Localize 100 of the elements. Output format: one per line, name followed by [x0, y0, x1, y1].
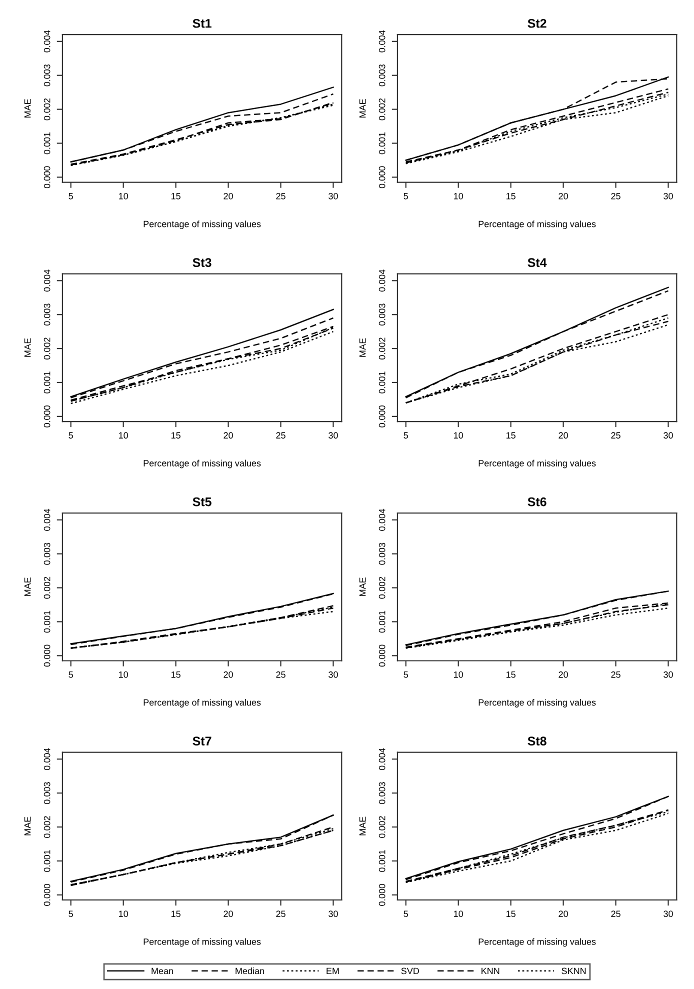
x-tick-label: 30	[664, 432, 673, 439]
legend-label: EM	[326, 968, 339, 974]
x-tick-label: 30	[664, 192, 673, 200]
x-tick-label: 20	[224, 192, 233, 200]
y-tick-label: 0.000	[378, 405, 386, 428]
x-tick-label: 5	[404, 672, 408, 678]
y-axis-title: MAE	[24, 578, 31, 596]
legend-label: Mean	[152, 968, 173, 974]
x-tick-label: 25	[276, 432, 286, 439]
x-tick-label: 10	[119, 671, 128, 678]
x-tick-label: 20	[558, 910, 568, 918]
x-axis-title: Percentage of missing values	[144, 938, 261, 947]
x-axis-title: Percentage of missing values	[478, 699, 596, 708]
chart-title: St7	[192, 736, 212, 746]
y-tick-label: 0.000	[378, 644, 386, 667]
x-tick-label: 10	[454, 432, 464, 439]
y-axis-title: MAE	[359, 338, 366, 357]
x-tick-label: 10	[119, 432, 128, 439]
y-tick-label: 0.002	[44, 576, 50, 599]
y-tick-label: 0.003	[44, 304, 50, 326]
x-tick-label: 5	[68, 432, 73, 439]
y-tick-label: 0.002	[44, 98, 50, 120]
x-tick-label: 25	[611, 432, 620, 439]
x-tick-label: 10	[454, 192, 464, 200]
x-axis-title: Percentage of missing values	[478, 938, 596, 947]
y-tick-label: 0.002	[378, 338, 386, 360]
x-tick-label: 15	[171, 910, 180, 918]
x-tick-label: 20	[224, 910, 233, 918]
legend-label: SKNN	[562, 968, 586, 974]
y-tick-label: 0.000	[378, 884, 386, 906]
x-axis-title: Percentage of missing values	[144, 699, 261, 708]
y-tick-label: 0.001	[44, 850, 50, 872]
legend-label: SVD	[401, 968, 420, 974]
y-tick-label: 0.003	[378, 64, 386, 86]
x-tick-label: 15	[171, 432, 180, 439]
y-tick-label: 0.003	[378, 782, 386, 804]
x-tick-label: 25	[611, 910, 620, 918]
y-tick-label: 0.004	[44, 748, 50, 770]
y-tick-label: 0.000	[44, 884, 50, 906]
chart-title: St2	[528, 18, 546, 28]
y-tick-label: 0.004	[378, 508, 386, 531]
legend-label: Median	[236, 968, 264, 974]
x-tick-label: 30	[328, 432, 338, 439]
y-tick-label: 0.003	[44, 782, 50, 804]
y-axis-title: MAE	[24, 816, 31, 836]
chart-title: St5	[192, 497, 212, 506]
y-tick-label: 0.004	[378, 748, 386, 770]
y-tick-label: 0.004	[44, 270, 50, 292]
y-tick-label: 0.003	[378, 304, 386, 326]
x-tick-label: 25	[276, 192, 286, 200]
y-axis-title: MAE	[24, 99, 31, 118]
x-tick-label: 30	[328, 192, 338, 200]
y-tick-label: 0.001	[378, 372, 386, 394]
y-tick-label: 0.001	[44, 372, 50, 394]
chart-title: St8	[528, 736, 546, 746]
x-tick-label: 15	[506, 193, 516, 200]
y-axis-title: MAE	[359, 578, 366, 596]
x-axis-title: Percentage of missing values	[478, 220, 596, 229]
y-tick-label: 0.000	[44, 644, 50, 667]
y-tick-label: 0.003	[44, 542, 50, 565]
x-tick-label: 20	[224, 671, 233, 678]
y-tick-label: 0.001	[378, 132, 386, 154]
y-tick-label: 0.004	[44, 30, 50, 52]
y-tick-label: 0.004	[44, 508, 50, 531]
chart-title: St1	[192, 18, 212, 28]
chart-title: St3	[192, 258, 212, 268]
y-tick-label: 0.003	[44, 64, 50, 86]
x-axis-title: Percentage of missing values	[144, 220, 261, 229]
x-tick-label: 20	[224, 432, 233, 439]
x-tick-label: 30	[664, 671, 673, 678]
chart-title: St4	[528, 258, 547, 268]
y-tick-label: 0.004	[378, 30, 386, 52]
y-axis-title: MAE	[24, 338, 31, 357]
x-tick-label: 15	[506, 910, 516, 918]
x-tick-label: 30	[664, 910, 673, 918]
y-axis-title: MAE	[359, 816, 366, 836]
x-tick-label: 5	[404, 193, 408, 200]
chart-title: St6	[528, 497, 546, 506]
x-tick-label: 20	[558, 192, 568, 200]
y-tick-label: 0.003	[378, 542, 386, 565]
y-tick-label: 0.002	[378, 576, 386, 599]
y-tick-label: 0.000	[378, 166, 386, 188]
x-tick-label: 10	[119, 192, 128, 200]
y-tick-label: 0.001	[378, 610, 386, 633]
x-tick-label: 5	[404, 432, 408, 439]
x-tick-label: 5	[404, 910, 408, 918]
y-tick-label: 0.001	[378, 850, 386, 872]
x-tick-label: 30	[328, 910, 338, 918]
x-tick-label: 20	[558, 671, 568, 678]
x-tick-label: 15	[171, 672, 180, 678]
x-tick-label: 15	[506, 432, 516, 439]
x-tick-label: 30	[328, 671, 338, 678]
x-tick-label: 25	[276, 671, 286, 678]
x-tick-label: 5	[68, 910, 73, 918]
y-tick-label: 0.002	[44, 816, 50, 838]
legend-label: KNN	[482, 968, 500, 974]
x-tick-label: 25	[276, 910, 286, 918]
y-axis-title: MAE	[359, 99, 366, 118]
y-tick-label: 0.000	[44, 405, 50, 428]
y-tick-label: 0.004	[378, 270, 386, 292]
